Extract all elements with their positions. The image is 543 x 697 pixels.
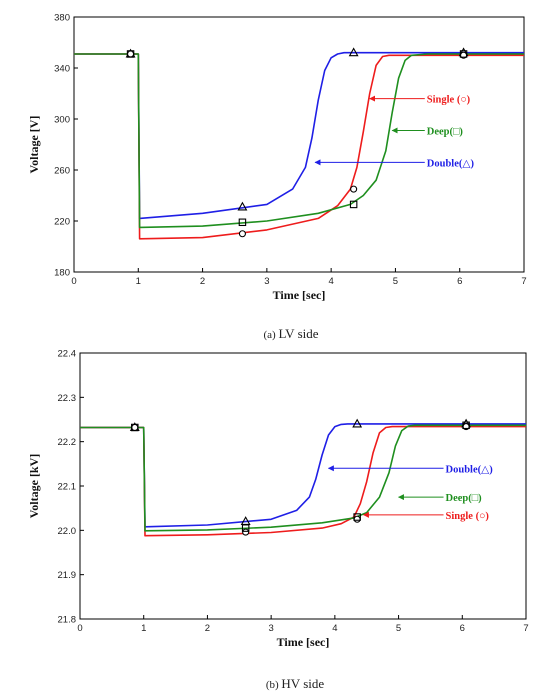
- chart-hv-side: 0 1 2 3 4 5 6 7 21.8 21.9 22.0 22.1 22.2 22.3 22.4 Time…: [27, 349, 529, 692]
- x-tick-label: 7: [523, 623, 528, 634]
- y-tick-label: 21.8: [58, 615, 77, 626]
- x-tick-label: 6: [457, 276, 462, 287]
- square-marker: [353, 513, 361, 521]
- caption-text: HV side: [281, 676, 324, 691]
- square-marker: [241, 524, 250, 532]
- square-marker: [131, 423, 139, 432]
- circle-marker: [353, 515, 361, 523]
- annotation-label: Double(△): [446, 464, 494, 475]
- triangle-marker: [237, 201, 248, 211]
- x-tick-label: 6: [460, 623, 465, 634]
- x-axis-label: Time [sec]: [277, 635, 330, 649]
- x-tick-label: 3: [268, 623, 273, 634]
- figure-caption: (a) LV side: [263, 326, 318, 341]
- annotation-label: Deep(□): [427, 126, 464, 137]
- series-line-square: [80, 424, 526, 532]
- circle-marker: [127, 50, 135, 58]
- circle-marker: [131, 423, 139, 432]
- x-tick-label: 1: [141, 623, 146, 634]
- annotation-label: Single (○): [446, 511, 490, 522]
- y-axis-label: Voltage [V]: [27, 116, 41, 174]
- circle-marker: [350, 185, 358, 193]
- annotation-label: Double(△): [427, 158, 475, 169]
- x-tick-label: 1: [136, 276, 141, 287]
- caption-prefix: (a): [263, 329, 278, 341]
- x-tick-label: 2: [200, 276, 205, 287]
- y-tick-label: 22.0: [58, 526, 77, 537]
- x-axis-label: Time [sec]: [273, 288, 326, 302]
- y-tick-label: 22.1: [58, 482, 77, 493]
- square-marker: [126, 50, 135, 58]
- caption-text: LV side: [278, 326, 318, 341]
- annotation-label: Single (○): [427, 95, 471, 106]
- square-marker: [238, 218, 247, 227]
- y-tick-label: 22.2: [58, 437, 77, 448]
- square-marker: [459, 50, 468, 58]
- triangle-marker: [348, 47, 359, 57]
- square-marker: [349, 200, 358, 209]
- x-tick-label: 2: [205, 623, 210, 634]
- annotation-label: Deep(□): [446, 493, 483, 504]
- y-tick-label: 21.9: [58, 570, 77, 581]
- circle-marker: [242, 528, 250, 536]
- chart-lv-side: 0 1 2 3 4 5 6 7 180 220 260 300 340 380 Time [sec] Volt…: [27, 13, 527, 342]
- plot-frame: [79, 352, 527, 620]
- caption-prefix: (b): [266, 679, 282, 691]
- x-tick-label: 4: [332, 623, 337, 634]
- plot-frame: [73, 16, 525, 273]
- y-tick-label: 300: [54, 115, 70, 126]
- y-tick-label: 220: [54, 217, 70, 228]
- y-tick-label: 180: [54, 268, 70, 279]
- x-tick-label: 5: [396, 623, 401, 634]
- square-marker: [462, 421, 470, 430]
- x-tick-label: 0: [71, 276, 76, 287]
- x-tick-label: 4: [328, 276, 333, 287]
- x-tick-label: 3: [264, 276, 269, 287]
- x-tick-label: 7: [521, 276, 526, 287]
- y-axis-label: Voltage [kV]: [27, 454, 41, 519]
- series-line-square: [74, 53, 524, 229]
- circle-marker: [238, 230, 246, 238]
- x-tick-label: 0: [77, 623, 82, 634]
- y-tick-label: 340: [54, 64, 70, 75]
- y-tick-label: 380: [54, 13, 70, 24]
- x-tick-label: 5: [393, 276, 398, 287]
- series-line-circle: [74, 53, 524, 240]
- triangle-marker: [352, 418, 363, 428]
- figure-caption: (b) HV side: [266, 676, 325, 691]
- y-tick-label: 260: [54, 166, 70, 177]
- y-tick-label: 22.4: [58, 349, 77, 360]
- y-tick-label: 22.3: [58, 393, 77, 404]
